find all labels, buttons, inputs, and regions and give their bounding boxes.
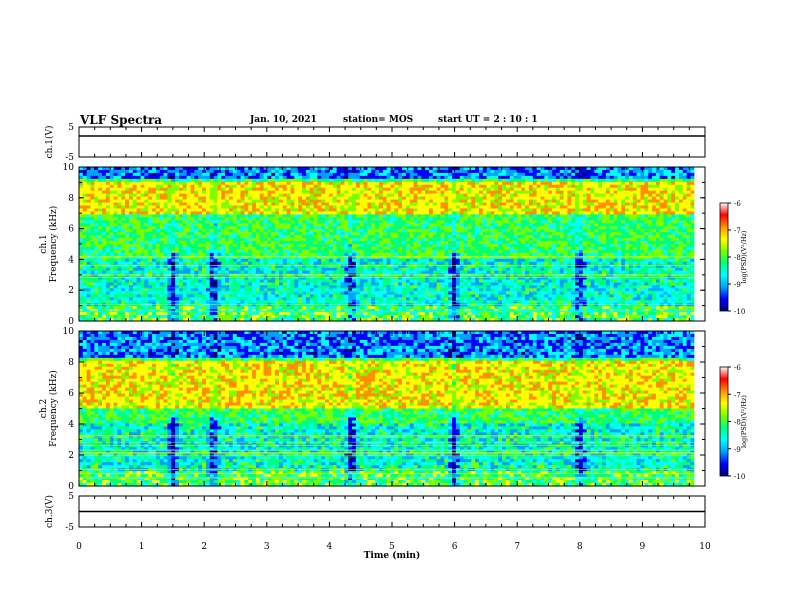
ch2-spectrogram-ytick-label: 0 [68, 482, 74, 492]
ch1-waveform-ylabel: ch.1(V) [44, 126, 55, 159]
x-tick-label: 9 [640, 542, 646, 552]
ch2-spectrogram-ylabel: Frequency (kHz) [48, 370, 59, 447]
ch3-waveform-ytick-label: -5 [65, 523, 74, 533]
x-tick-label: 5 [389, 542, 395, 552]
ch2-spectrogram-ytick-label: 2 [68, 451, 74, 461]
ch1-spectrogram-empty [694, 167, 705, 321]
x-tick-label: 3 [264, 542, 270, 552]
ch1-spectrogram-ytick-label: 4 [68, 255, 74, 265]
ch2-spectrogram-ytick-label: 10 [63, 327, 75, 337]
ch2-spectrogram-colorbar-tick-label: -10 [734, 473, 745, 481]
ch2-spectrogram-colorbar-tick-label: -7 [734, 391, 741, 399]
x-tick-label: 10 [699, 542, 711, 552]
ch1-spectrogram-colorbar-tick-label: -10 [734, 308, 745, 316]
ch2-spectrogram-ytick-label: 6 [68, 389, 74, 399]
ch2-spectrogram-colorbar-tick-label: -9 [734, 446, 741, 454]
ch1-spectrogram-ytick-label: 8 [68, 194, 74, 204]
ch1-spectrogram-ytick-label: 2 [68, 286, 74, 296]
ch1-spectrogram-colorbar-tick-label: -7 [734, 227, 741, 235]
x-tick-label: 8 [577, 542, 583, 552]
ch3-waveform-ytick-label: 5 [68, 492, 74, 502]
ch1-spectrogram-ylabel: Frequency (kHz) [48, 206, 59, 283]
ch1-spectrogram-colorbar-tick-label: -6 [734, 200, 741, 208]
ch2-spectrogram-colorbar-tick-label: -8 [734, 419, 741, 427]
ch3-waveform-ylabel: ch.3(V) [44, 495, 55, 528]
station-label: station= MOS [343, 115, 414, 125]
ch1-spectrogram-ytick-label: 0 [68, 317, 74, 327]
ch2-spectrogram-cells [79, 331, 695, 487]
x-tick-label: 6 [452, 542, 458, 552]
ch2-spectrogram-ytick-label: 8 [68, 358, 74, 368]
x-tick-label: 4 [327, 542, 333, 552]
ch2-spectrogram-ytick-label: 4 [68, 420, 74, 430]
ch1-spectrogram-colorbar-label: log(PSD)(V²/Hz) [740, 230, 748, 283]
ch1-spectrogram-colorbar-tick-label: -8 [734, 254, 741, 262]
ch1-spectrogram-colorbar-tick-label: -9 [734, 281, 741, 289]
ch2-spectrogram-colorbar-tick-label: -6 [734, 364, 741, 372]
ch1-spectrogram-cells [79, 167, 695, 322]
x-axis-label: Time (min) [364, 550, 421, 561]
ch1-spectrogram-colorbar [719, 202, 729, 312]
x-tick-label: 0 [76, 542, 82, 552]
date-label: Jan. 10, 2021 [250, 115, 317, 125]
ch1-spectrogram-ytick-label: 10 [63, 163, 75, 173]
ch1-spectrogram-ytick-label: 6 [68, 225, 74, 235]
ch2-spectrogram-colorbar [719, 366, 729, 477]
x-tick-label: 7 [514, 542, 520, 552]
start-time-label: start UT = 2 : 10 : 1 [438, 115, 538, 125]
ch1-waveform-ytick-label: 5 [68, 123, 74, 133]
chart-title: VLF Spectra [80, 113, 163, 127]
x-tick-label: 1 [139, 542, 145, 552]
x-tick-label: 2 [201, 542, 207, 552]
ch2-spectrogram-ylabel: ch.2 [39, 399, 49, 418]
ch1-waveform-ytick-label: -5 [65, 153, 74, 163]
ch2-spectrogram-colorbar-label: log(PSD)(V²/Hz) [740, 395, 748, 448]
ch1-spectrogram-ylabel: ch.1 [39, 234, 49, 253]
ch2-spectrogram-empty [694, 331, 705, 486]
